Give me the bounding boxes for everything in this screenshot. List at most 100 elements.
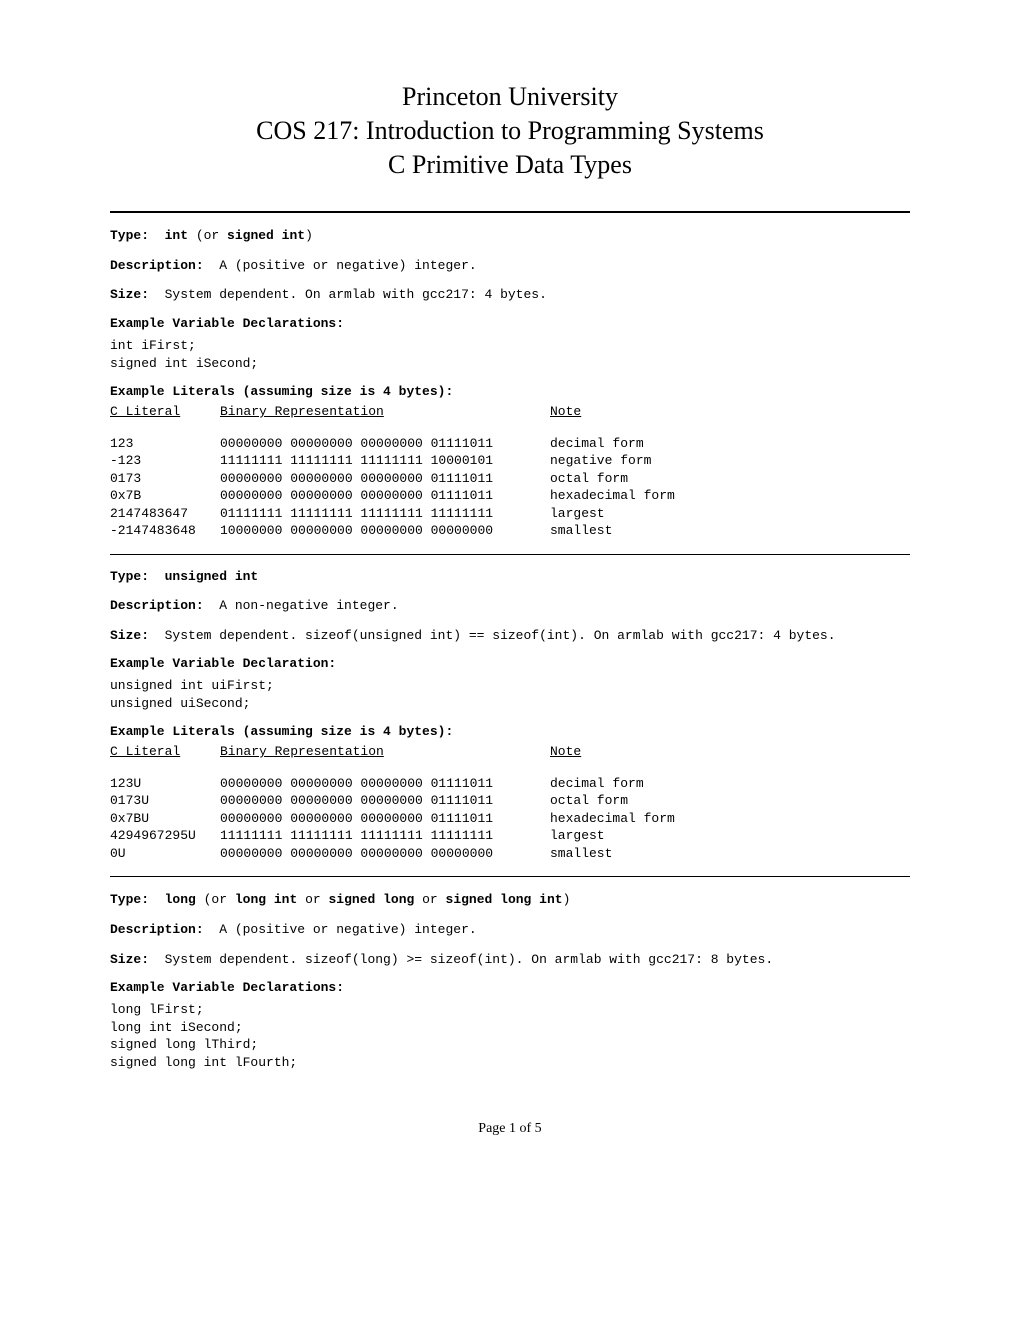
table-row: -12311111111 11111111 11111111 10000101n… <box>110 452 750 470</box>
type-alt-prefix: (or <box>196 892 235 907</box>
cell-note: largest <box>550 505 750 523</box>
cell-binary: 00000000 00000000 00000000 01111011 <box>220 792 550 810</box>
cell-binary: 10000000 00000000 00000000 00000000 <box>220 522 550 540</box>
cell-note: decimal form <box>550 421 750 453</box>
header-literal: C Literal <box>110 743 220 761</box>
table-row: 0173U00000000 00000000 00000000 01111011… <box>110 792 750 810</box>
type-name: int <box>149 228 188 243</box>
type-alt: signed long <box>328 892 414 907</box>
cell-note: hexadecimal form <box>550 487 750 505</box>
description-text: A (positive or negative) integer. <box>204 258 477 273</box>
type-alt: signed long int <box>446 892 563 907</box>
size-label: Size: <box>110 287 149 302</box>
cell-literal: 0173U <box>110 792 220 810</box>
literals-label: Example Literals (assuming size is 4 byt… <box>110 384 910 399</box>
table-header-row: C LiteralBinary RepresentationNote <box>110 743 750 761</box>
description-text: A non-negative integer. <box>204 598 399 613</box>
table-row: 214748364701111111 11111111 11111111 111… <box>110 505 750 523</box>
header-binary: Binary Representation <box>220 743 550 761</box>
type-alt: long int <box>235 892 297 907</box>
declarations-label: Example Variable Declarations: <box>110 980 910 995</box>
cell-literal: 0x7B <box>110 487 220 505</box>
cell-note: negative form <box>550 452 750 470</box>
table-row: 0U00000000 00000000 00000000 00000000sma… <box>110 845 750 863</box>
title-line-2: COS 217: Introduction to Programming Sys… <box>256 116 764 145</box>
literals-table: C LiteralBinary RepresentationNote123000… <box>110 403 750 540</box>
declarations-label: Example Variable Declaration: <box>110 656 910 671</box>
description-label: Description: <box>110 922 204 937</box>
type-alt-joiner: or <box>297 892 328 907</box>
cell-binary: 00000000 00000000 00000000 01111011 <box>220 810 550 828</box>
cell-binary: 11111111 11111111 11111111 10000101 <box>220 452 550 470</box>
sections-container: Type: int (or signed int) Description: A … <box>110 227 910 1071</box>
section-rule <box>110 876 910 877</box>
cell-binary: 11111111 11111111 11111111 11111111 <box>220 827 550 845</box>
header-note: Note <box>550 743 750 761</box>
type-line: Type: unsigned int <box>110 569 910 585</box>
type-alt-suffix: ) <box>563 892 571 907</box>
cell-binary: 01111111 11111111 11111111 11111111 <box>220 505 550 523</box>
size-text: System dependent. On armlab with gcc217:… <box>149 287 547 302</box>
cell-literal: 2147483647 <box>110 505 220 523</box>
table-row: -214748364810000000 00000000 00000000 00… <box>110 522 750 540</box>
type-alt-prefix: (or <box>188 228 227 243</box>
cell-binary: 00000000 00000000 00000000 01111011 <box>220 421 550 453</box>
table-row: 4294967295U11111111 11111111 11111111 11… <box>110 827 750 845</box>
type-alt-joiner: or <box>414 892 445 907</box>
description-line: Description: A non-negative integer. <box>110 597 910 615</box>
cell-note: smallest <box>550 845 750 863</box>
section-rule <box>110 211 910 213</box>
cell-note: largest <box>550 827 750 845</box>
size-label: Size: <box>110 628 149 643</box>
cell-literal: 0U <box>110 845 220 863</box>
page-footer: Page 1 of 5 <box>110 1121 910 1137</box>
cell-binary: 00000000 00000000 00000000 01111011 <box>220 470 550 488</box>
cell-binary: 00000000 00000000 00000000 01111011 <box>220 761 550 793</box>
table-row: 0x7BU00000000 00000000 00000000 01111011… <box>110 810 750 828</box>
literals-table: C LiteralBinary RepresentationNote123U00… <box>110 743 750 862</box>
declarations-code: unsigned int uiFirst; unsigned uiSecond; <box>110 677 910 712</box>
description-text: A (positive or negative) integer. <box>204 922 477 937</box>
title-line-1: Princeton University <box>402 82 618 111</box>
type-name: unsigned int <box>149 569 258 584</box>
cell-literal: 4294967295U <box>110 827 220 845</box>
size-line: Size: System dependent. sizeof(unsigned … <box>110 627 910 645</box>
table-row: 12300000000 00000000 00000000 01111011de… <box>110 421 750 453</box>
cell-binary: 00000000 00000000 00000000 01111011 <box>220 487 550 505</box>
cell-binary: 00000000 00000000 00000000 00000000 <box>220 845 550 863</box>
cell-note: octal form <box>550 792 750 810</box>
declarations-code: int iFirst; signed int iSecond; <box>110 337 910 372</box>
cell-note: smallest <box>550 522 750 540</box>
table-row: 017300000000 00000000 00000000 01111011o… <box>110 470 750 488</box>
cell-note: hexadecimal form <box>550 810 750 828</box>
type-line: Type: long (or long int or signed long o… <box>110 891 910 909</box>
size-text: System dependent. sizeof(long) >= sizeof… <box>149 952 773 967</box>
size-line: Size: System dependent. sizeof(long) >= … <box>110 951 910 969</box>
table-header-row: C LiteralBinary RepresentationNote <box>110 403 750 421</box>
description-label: Description: <box>110 258 204 273</box>
section-rule <box>110 554 910 555</box>
cell-literal: 0x7BU <box>110 810 220 828</box>
header-note: Note <box>550 403 750 421</box>
description-line: Description: A (positive or negative) in… <box>110 921 910 939</box>
type-label: Type: <box>110 228 149 243</box>
declarations-code: long lFirst; long int iSecond; signed lo… <box>110 1001 910 1071</box>
size-text: System dependent. sizeof(unsigned int) =… <box>149 628 836 643</box>
declarations-label: Example Variable Declarations: <box>110 316 910 331</box>
cell-literal: -123 <box>110 452 220 470</box>
cell-note: octal form <box>550 470 750 488</box>
cell-literal: -2147483648 <box>110 522 220 540</box>
type-label: Type: <box>110 569 149 584</box>
type-line: Type: int (or signed int) <box>110 227 910 245</box>
size-label: Size: <box>110 952 149 967</box>
cell-note: decimal form <box>550 761 750 793</box>
description-line: Description: A (positive or negative) in… <box>110 257 910 275</box>
header-literal: C Literal <box>110 403 220 421</box>
type-name: long <box>149 892 196 907</box>
header-binary: Binary Representation <box>220 403 550 421</box>
cell-literal: 123 <box>110 421 220 453</box>
document-title: Princeton University COS 217: Introducti… <box>110 80 910 181</box>
cell-literal: 0173 <box>110 470 220 488</box>
description-label: Description: <box>110 598 204 613</box>
type-alt: signed int <box>227 228 305 243</box>
